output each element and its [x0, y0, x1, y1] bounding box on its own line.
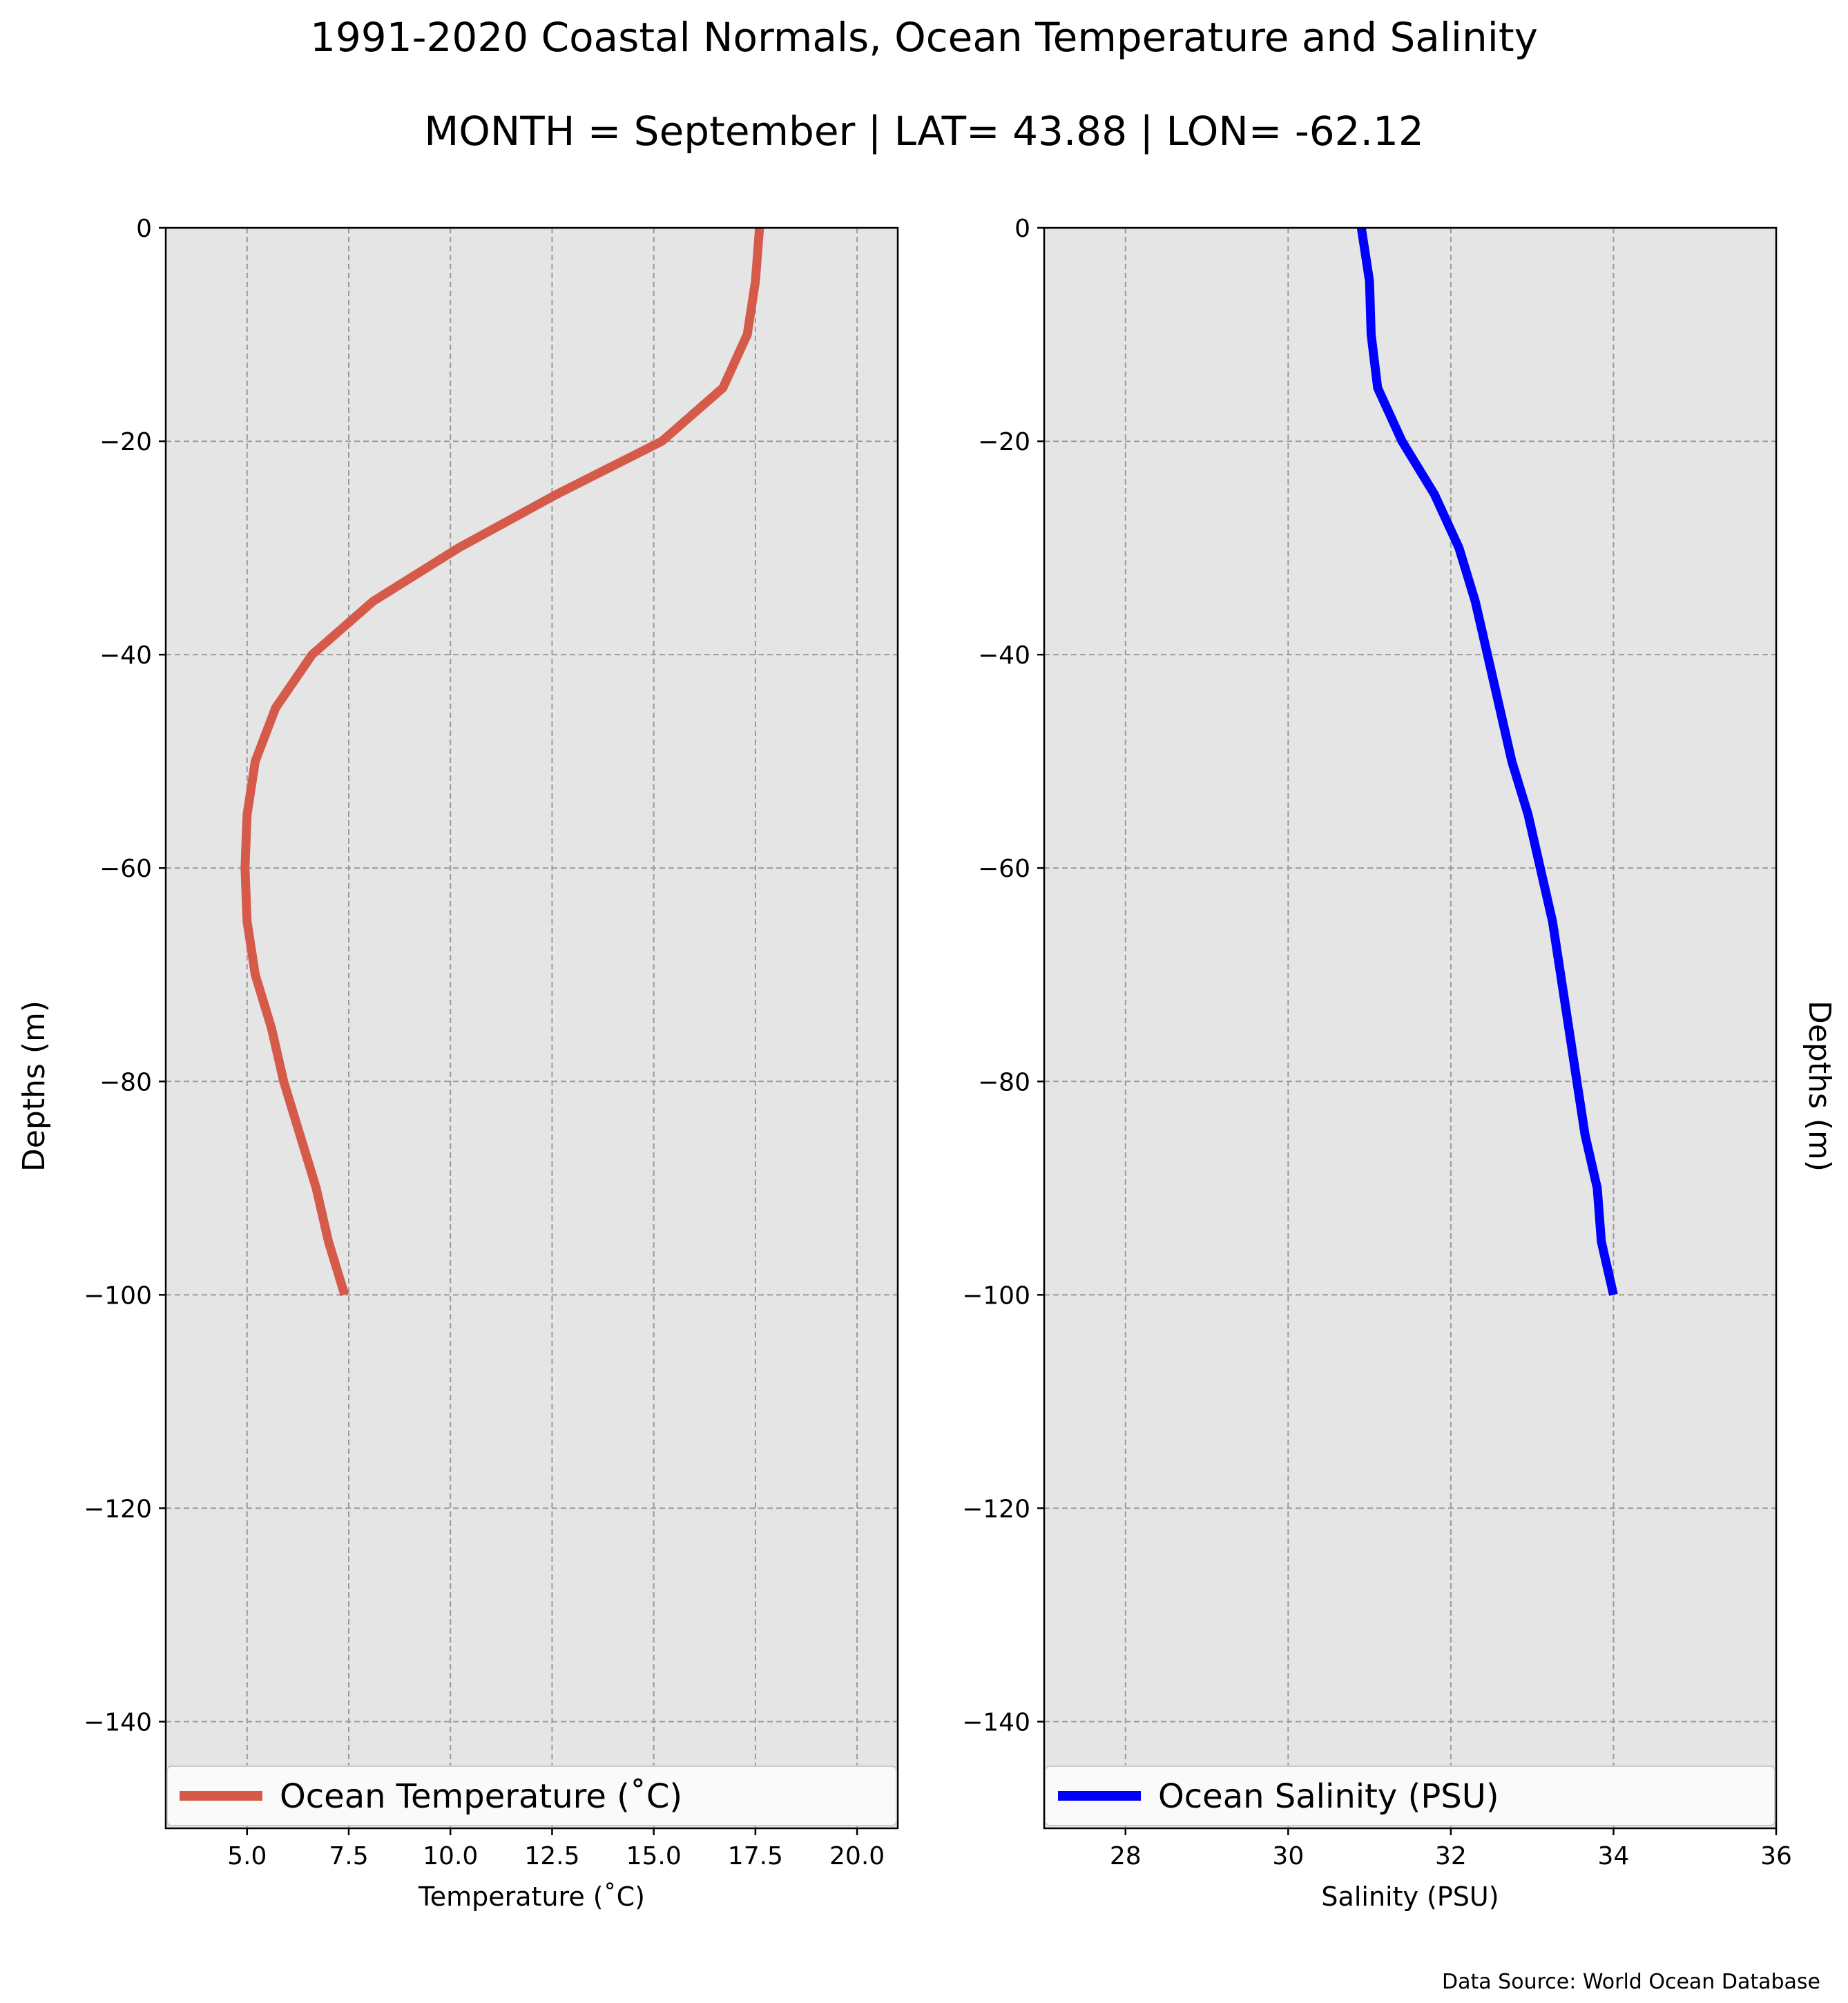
salinity-x-tick-label: 34 — [1598, 1842, 1630, 1870]
temperature-axes-frame — [164, 226, 899, 1830]
left-y-axis-label: Depths (m) — [17, 1000, 52, 1172]
salinity-y-tick-label: −60 — [978, 855, 1030, 883]
temperature-x-tick-label: 20.0 — [829, 1842, 885, 1870]
temperature-x-tick-label: 12.5 — [524, 1842, 579, 1870]
temperature-y-tick-label: −20 — [99, 428, 152, 456]
salinity-x-tick-label: 28 — [1110, 1842, 1142, 1870]
salinity-subplot: 28 30 32 34 36 0 −20 −40 −60 −80 −100 −120 −140 Salin… — [962, 215, 1792, 1912]
salinity-legend: Ocean Salinity (PSU) — [1045, 1765, 1775, 1826]
salinity-x-axis-label: Salinity (PSU) — [1321, 1881, 1499, 1912]
salinity-y-tick-label: −80 — [978, 1068, 1030, 1096]
temperature-x-tick-label: 5.0 — [227, 1842, 267, 1870]
temperature-y-tick-label: −120 — [84, 1495, 152, 1523]
salinity-x-tick-label: 32 — [1435, 1842, 1467, 1870]
salinity-y-tick-label: −120 — [962, 1495, 1030, 1523]
right-y-axis-label: Depths (m) — [1802, 1000, 1837, 1172]
figure-subtitle: MONTH = September | LAT= 43.88 | LON= -6… — [424, 108, 1424, 155]
salinity-axes-frame — [1043, 226, 1778, 1830]
temperature-y-tick-label: −40 — [99, 641, 152, 670]
salinity-legend-box — [1045, 1765, 1775, 1826]
salinity-y-tick-label: 0 — [1014, 215, 1030, 243]
figure-title: 1991-2020 Coastal Normals, Ocean Tempera… — [310, 14, 1538, 61]
temperature-x-tick-label: 10.0 — [423, 1842, 478, 1870]
salinity-y-tick-label: −100 — [962, 1281, 1030, 1310]
salinity-series-line — [1356, 227, 1618, 1296]
salinity-y-tick-label: −40 — [978, 641, 1030, 670]
salinity-x-tick-label: 36 — [1760, 1842, 1792, 1870]
salinity-x-tick-label: 30 — [1272, 1842, 1304, 1870]
temperature-y-tick-label: 0 — [136, 215, 152, 243]
salinity-legend-label: Ocean Salinity (PSU) — [1158, 1777, 1499, 1816]
temperature-legend-label: Ocean Temperature (˚C) — [280, 1777, 682, 1816]
temperature-series-line — [240, 227, 764, 1297]
temperature-legend: Ocean Temperature (˚C) — [166, 1765, 897, 1826]
temperature-subplot: 5.0 7.5 10.0 12.5 15.0 17.5 20.0 0 −20 −40 −60 −80 −… — [84, 215, 899, 1912]
temperature-legend-box — [166, 1765, 897, 1826]
temperature-y-tick-label: −140 — [84, 1708, 152, 1736]
temperature-x-tick-label: 17.5 — [728, 1842, 783, 1870]
temperature-plot-background — [166, 228, 898, 1828]
salinity-y-tick-label: −20 — [978, 428, 1030, 456]
temperature-x-axis-label: Temperature (˚C) — [418, 1881, 645, 1912]
temperature-x-tick-label: 7.5 — [329, 1842, 368, 1870]
data-source-note: Data Source: World Ocean Database — [1442, 1970, 1820, 1994]
temperature-y-tick-label: −100 — [84, 1281, 152, 1310]
salinity-plot-background — [1044, 228, 1776, 1828]
temperature-x-tick-label: 15.0 — [626, 1842, 682, 1870]
salinity-y-tick-label: −140 — [962, 1708, 1030, 1736]
temperature-y-tick-label: −80 — [99, 1068, 152, 1096]
temperature-y-tick-label: −60 — [99, 855, 152, 883]
